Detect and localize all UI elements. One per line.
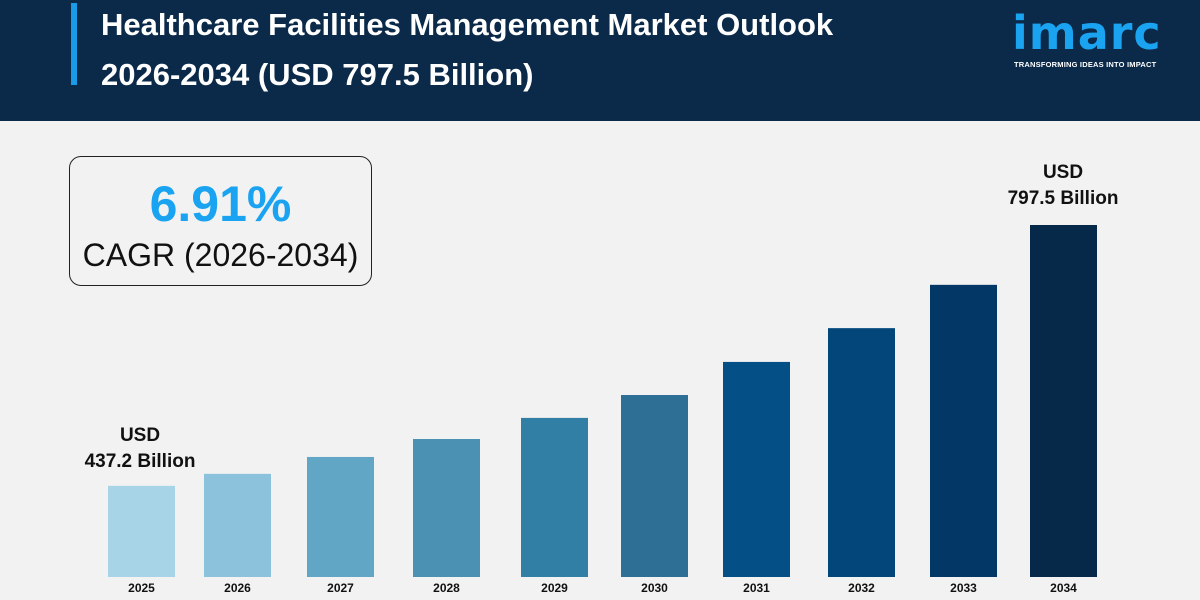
header-banner: Healthcare Facilities Management Market … [0,0,1200,121]
bar-2030 [621,395,688,577]
title-line-2: 2026-2034 (USD 797.5 Billion) [101,57,534,92]
annotation-2025: USD 437.2 Billion [60,423,220,475]
tick-label-2025: 2025 [128,581,155,595]
cagr-value: 6.91% [149,176,292,232]
tick-label-2033: 2033 [950,581,977,595]
bar-2034 [1030,225,1097,577]
bar-2031 [723,361,790,577]
bar-2027 [307,456,374,577]
cagr-box: 6.91% CAGR (2026-2034) [69,156,372,286]
tick-label-2026: 2026 [224,581,251,595]
tick-label-2030: 2030 [641,581,668,595]
bar-2025 [108,485,175,577]
logo-tagline: TRANSFORMING IDEAS INTO IMPACT [1014,60,1157,69]
tick-label-2032: 2032 [848,581,875,595]
page-title: Healthcare Facilities Management Market … [101,0,981,100]
bar-2032 [828,328,895,577]
bar-2028 [413,439,480,577]
annotation-2025-line1: USD [119,425,161,446]
imarc-logo: imarc TRANSFORMING IDEAS INTO IMPACT [1010,2,1170,72]
annotation-2034-line2: 797.5 Billion [1007,188,1119,209]
tick-label-2031: 2031 [743,581,770,595]
tick-label-2029: 2029 [541,581,568,595]
annotation-2025-line2: 437.2 Billion [84,451,196,472]
tick-label-2027: 2027 [327,581,354,595]
tick-label-2034: 2034 [1050,581,1077,595]
annotation-2034-line1: USD [1042,162,1084,183]
bar-2029 [521,417,588,577]
title-line-1: Healthcare Facilities Management Market … [101,7,834,42]
logo-wordmark: imarc [1012,6,1162,60]
bar-2033 [930,284,997,577]
accent-bar [71,3,77,85]
cagr-label: CAGR (2026-2034) [82,237,359,273]
annotation-2034: USD 797.5 Billion [983,160,1143,212]
tick-label-2028: 2028 [433,581,460,595]
bar-2026 [204,473,271,577]
